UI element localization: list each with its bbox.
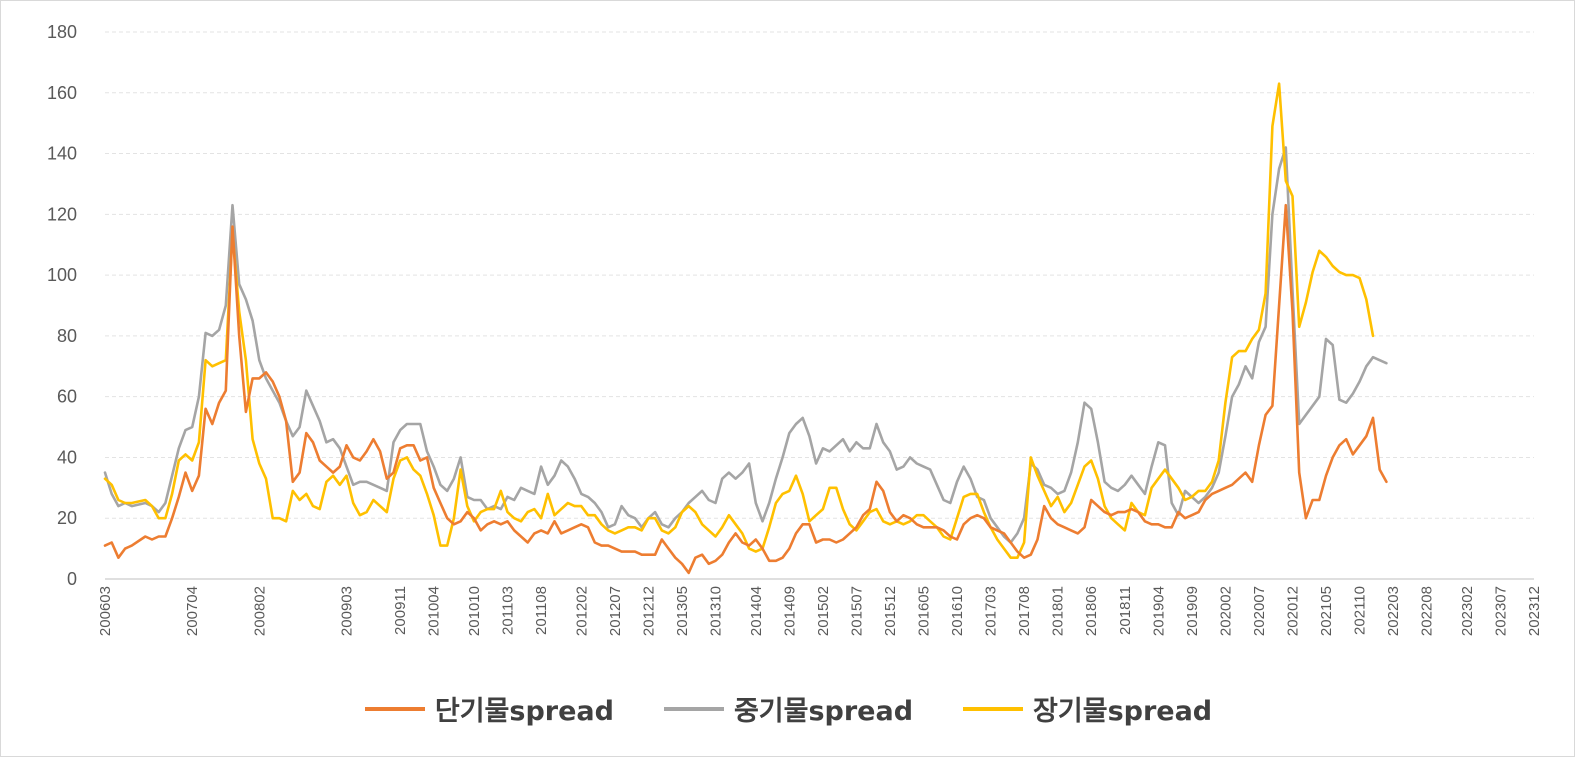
y-tick-label: 80 bbox=[57, 326, 77, 346]
y-tick-label: 180 bbox=[47, 22, 77, 42]
x-tick-label: 201806 bbox=[1083, 586, 1100, 636]
x-tick-label: 201801 bbox=[1050, 586, 1067, 636]
x-tick-label: 202302 bbox=[1459, 586, 1476, 636]
legend-item-long: 장기물spread bbox=[963, 689, 1212, 728]
series-line-long bbox=[103, 82, 1375, 560]
legend-swatch-short bbox=[364, 706, 425, 711]
x-tick-label: 201103 bbox=[500, 586, 517, 635]
legend: 단기물spread 중기물spread 장기물spread bbox=[1, 689, 1575, 728]
y-tick-label: 40 bbox=[57, 447, 77, 467]
x-tick-label: 202002 bbox=[1217, 586, 1234, 636]
gridlines bbox=[105, 31, 1534, 519]
x-tick-label: 201703 bbox=[983, 586, 1000, 636]
x-tick-label: 201004 bbox=[426, 586, 443, 636]
x-tick-label: 201605 bbox=[915, 586, 932, 636]
x-axis-ticks: 200603 200704 200802 200903 200911 201004 2010… bbox=[97, 586, 1543, 636]
legend-swatch-long bbox=[963, 706, 1024, 711]
x-tick-label: 201404 bbox=[748, 586, 765, 636]
x-tick-label: 201708 bbox=[1016, 586, 1033, 636]
x-tick-label: 202105 bbox=[1318, 586, 1335, 636]
x-tick-label: 202007 bbox=[1251, 586, 1268, 636]
series-lines bbox=[103, 82, 1388, 575]
x-tick-label: 200603 bbox=[97, 586, 114, 636]
x-tick-label: 202203 bbox=[1385, 586, 1402, 636]
x-tick-label: 201811 bbox=[1117, 586, 1134, 635]
x-tick-label: 201502 bbox=[815, 586, 832, 636]
x-tick-label: 202110 bbox=[1352, 586, 1369, 635]
x-tick-label: 202208 bbox=[1419, 586, 1436, 636]
y-tick-label: 20 bbox=[57, 508, 77, 528]
x-tick-label: 201512 bbox=[882, 586, 899, 636]
x-tick-label: 201507 bbox=[848, 586, 865, 636]
x-tick-label: 201108 bbox=[533, 586, 550, 635]
series-line-mid bbox=[103, 146, 1388, 544]
y-tick-label: 120 bbox=[47, 204, 77, 224]
legend-item-mid: 중기물spread bbox=[663, 689, 914, 728]
x-tick-label: 200704 bbox=[184, 586, 201, 636]
y-tick-label: 0 bbox=[67, 569, 77, 589]
legend-label-short: 단기물spread bbox=[434, 696, 614, 727]
y-axis-ticks: 0 20 40 60 80 100 120 140 160 180 bbox=[47, 22, 77, 589]
x-tick-label: 201207 bbox=[607, 586, 624, 636]
x-tick-label: 200802 bbox=[251, 586, 268, 636]
y-tick-label: 140 bbox=[47, 144, 77, 164]
x-tick-label: 202307 bbox=[1492, 586, 1509, 636]
legend-item-short: 단기물spread bbox=[364, 689, 614, 728]
x-tick-label: 201904 bbox=[1150, 586, 1167, 636]
x-tick-label: 201909 bbox=[1184, 586, 1201, 636]
legend-swatch-mid bbox=[663, 706, 724, 711]
x-tick-label: 202312 bbox=[1526, 586, 1543, 636]
x-tick-label: 200911 bbox=[392, 586, 409, 635]
x-tick-label: 201010 bbox=[466, 586, 483, 636]
legend-label-mid: 중기물spread bbox=[733, 696, 914, 727]
x-tick-label: 200903 bbox=[339, 586, 356, 636]
x-tick-label: 201202 bbox=[573, 586, 590, 636]
y-tick-label: 100 bbox=[47, 265, 77, 285]
legend-label-long: 장기물spread bbox=[1033, 696, 1213, 727]
x-tick-label: 202012 bbox=[1284, 586, 1301, 636]
x-tick-label: 201610 bbox=[949, 586, 966, 636]
series-line-short bbox=[103, 203, 1388, 575]
x-tick-label: 201212 bbox=[640, 586, 657, 636]
x-tick-label: 201409 bbox=[781, 586, 798, 636]
x-tick-label: 201310 bbox=[708, 586, 725, 636]
y-tick-label: 60 bbox=[57, 387, 77, 407]
x-tick-label: 201305 bbox=[674, 586, 691, 636]
y-tick-label: 160 bbox=[47, 83, 77, 103]
